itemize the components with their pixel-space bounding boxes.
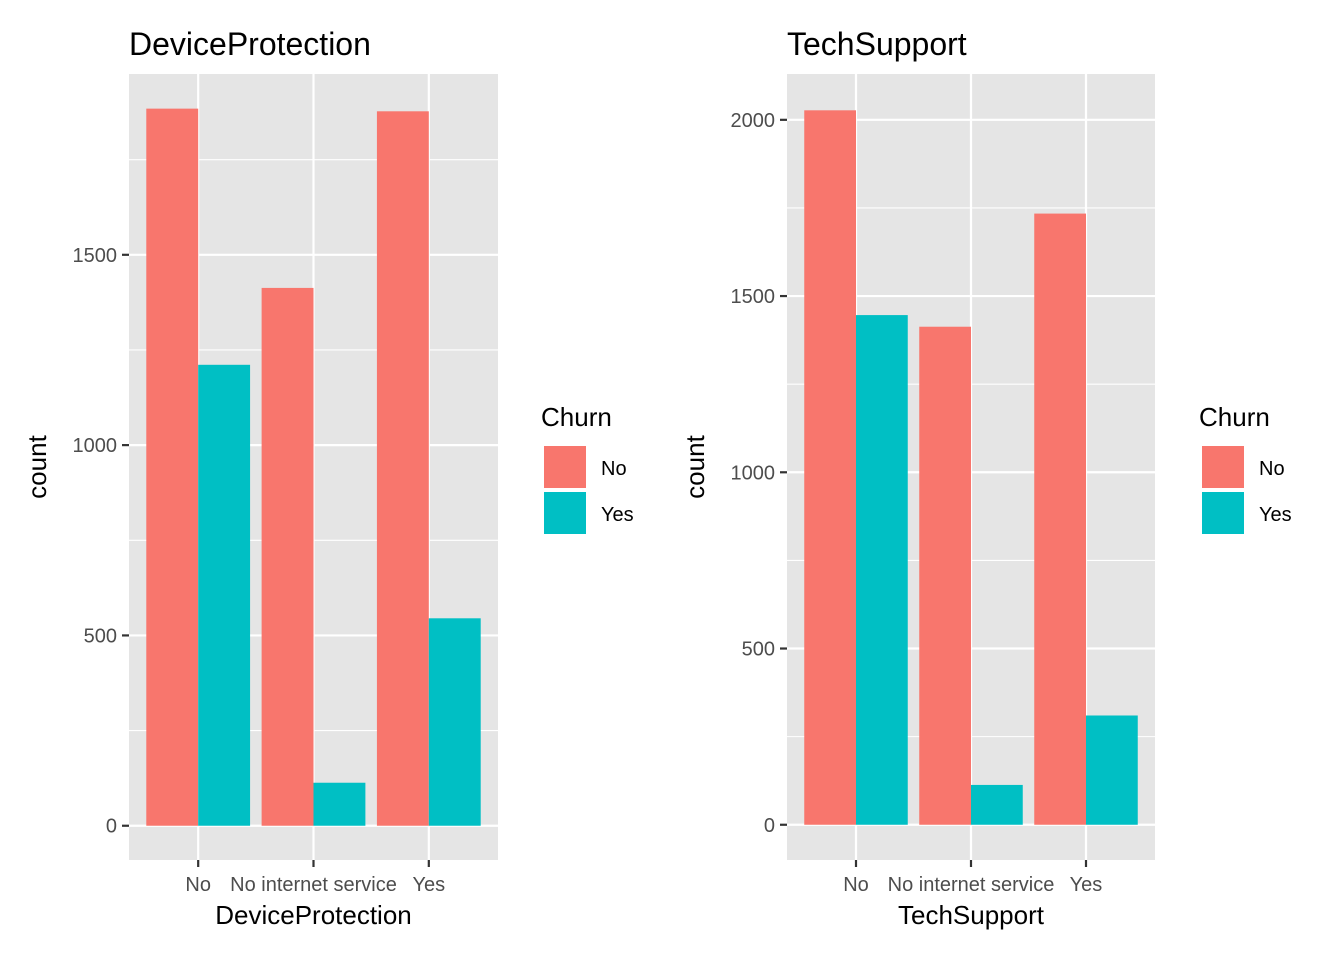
legend-title: Churn xyxy=(1199,402,1270,432)
bar-no-no-internet-service xyxy=(919,326,971,825)
y-tick-label: 500 xyxy=(742,639,775,661)
y-tick-label: 0 xyxy=(106,816,117,838)
x-tick-label: No xyxy=(185,874,211,896)
legend-key-no xyxy=(542,444,588,490)
x-tick-label: No internet service xyxy=(230,874,397,896)
bar-no-yes xyxy=(376,111,429,826)
x-tick-label: Yes xyxy=(412,874,445,896)
bar-no-no xyxy=(804,110,856,825)
chart-title: TechSupport xyxy=(787,26,967,62)
legend-key-yes xyxy=(542,490,588,536)
bar-yes-no xyxy=(198,364,251,826)
y-tick-label: 1500 xyxy=(731,286,776,308)
legend-key-no xyxy=(1200,444,1246,490)
x-tick-label: No xyxy=(843,874,869,896)
y-tick-label: 500 xyxy=(84,625,117,647)
bar-no-no-internet-service xyxy=(261,287,314,826)
y-tick-label: 0 xyxy=(764,815,775,837)
bar-no-no xyxy=(146,108,199,826)
chart-panel-2: 0 500 1000 1500 2000 No No internet service Yes… xyxy=(680,26,1292,930)
bar-yes-yes xyxy=(428,618,481,826)
legend-title: Churn xyxy=(541,402,612,432)
legend-label-no: No xyxy=(601,458,627,480)
legend: Churn No Yes xyxy=(541,402,634,536)
y-axis-title: count xyxy=(680,434,710,498)
y-tick-label: 1000 xyxy=(73,435,118,457)
bar-yes-no-internet-service xyxy=(313,782,366,826)
bar-no-yes xyxy=(1034,213,1086,825)
x-axis-title: DeviceProtection xyxy=(215,900,412,930)
legend-label-no: No xyxy=(1259,458,1285,480)
chart-title: DeviceProtection xyxy=(129,26,371,62)
legend-label-yes: Yes xyxy=(1259,504,1292,526)
x-axis-title: TechSupport xyxy=(898,900,1045,930)
y-tick-label: 2000 xyxy=(731,110,776,132)
y-axis-title: count xyxy=(22,434,52,498)
bar-yes-yes xyxy=(1086,715,1138,825)
x-tick-label: Yes xyxy=(1070,874,1103,896)
bar-yes-no xyxy=(856,315,908,825)
legend-key-yes xyxy=(1200,490,1246,536)
y-tick-label: 1500 xyxy=(73,245,118,267)
x-tick-label: No internet service xyxy=(888,874,1055,896)
legend: Churn No Yes xyxy=(1199,402,1292,536)
legend-label-yes: Yes xyxy=(601,504,634,526)
y-tick-label: 1000 xyxy=(731,462,776,484)
bar-yes-no-internet-service xyxy=(971,784,1023,825)
